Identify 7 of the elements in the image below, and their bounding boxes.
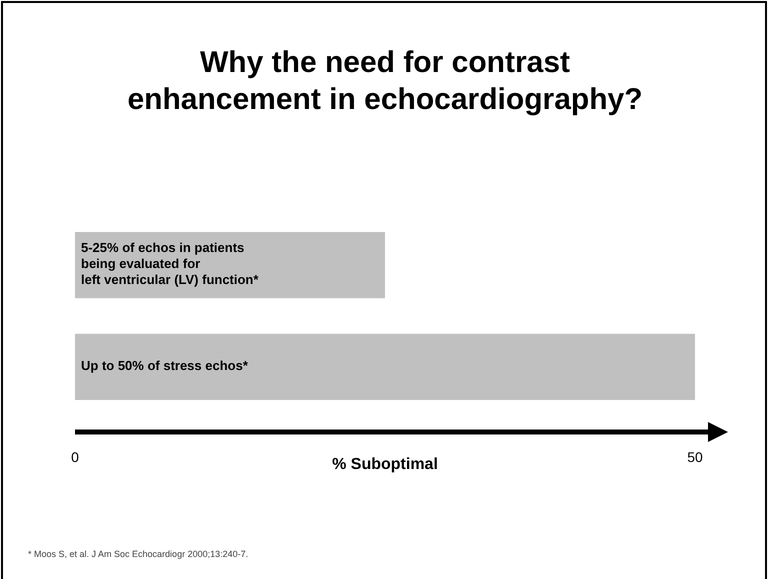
x-tick-label: 50 [687, 449, 703, 465]
x-axis-title: % Suboptimal [332, 456, 438, 473]
chart-title: Why the need for contrast enhancement in echocardiography? [127, 46, 643, 116]
text: * Moos S, et al. J Am Soc Echocardiogr 2000;13:240-7. [28, 549, 248, 559]
y-tick-label: 5-25% of echos in patients being evaluated for left ventricular (LV) function* [81, 240, 260, 288]
y-tick-label: Up to 50% of stress echos* [81, 358, 249, 374]
x-tick-label: 0 [71, 449, 80, 465]
